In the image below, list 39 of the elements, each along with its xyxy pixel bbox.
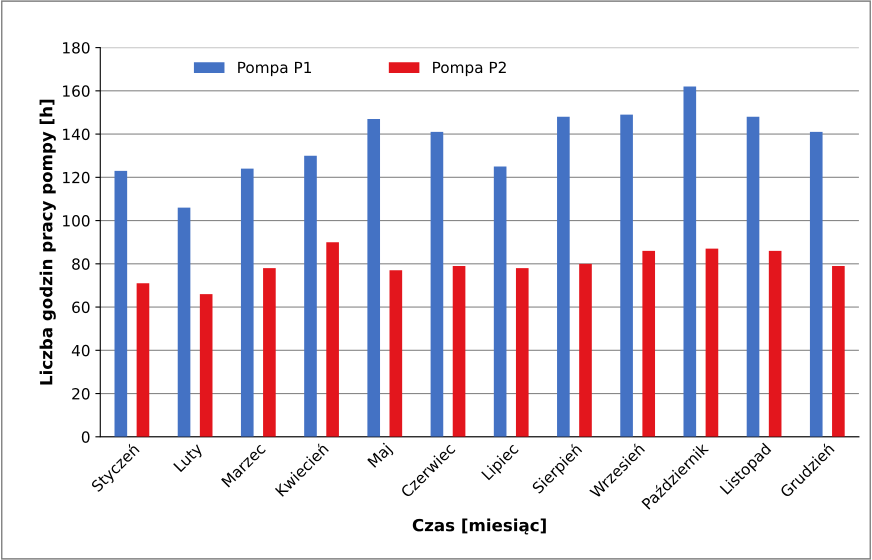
bar (557, 116, 570, 437)
bar (494, 166, 506, 437)
bar (768, 250, 782, 437)
bar (430, 132, 444, 437)
bar (136, 283, 150, 437)
bar (263, 268, 276, 437)
y-tick-label: 100 (63, 215, 90, 227)
bar (240, 168, 254, 437)
bar (642, 250, 656, 437)
bar (178, 208, 190, 437)
y-axis-title: Liczba godzin pracy pompy [h] (40, 100, 56, 385)
bar (390, 270, 402, 437)
y-tick-label: 180 (63, 42, 90, 54)
y-tick-label: 120 (63, 172, 90, 184)
bar (326, 242, 339, 437)
y-tick-label: 80 (72, 258, 90, 270)
bar (114, 170, 128, 437)
bar (706, 248, 718, 437)
x-axis-title: Czas [miesiąc] (412, 518, 546, 534)
bar (200, 294, 212, 437)
bar (452, 266, 466, 437)
y-tick-label: 0 (82, 431, 90, 443)
y-tick-label: 60 (72, 302, 90, 314)
bar (810, 132, 823, 437)
bar (683, 86, 696, 437)
bar (516, 268, 529, 437)
y-tick-label: 160 (63, 85, 90, 97)
y-tick-label: 140 (63, 128, 90, 140)
legend-label: Pompa P2 (433, 62, 506, 76)
x-tick-label: Maj (366, 442, 394, 470)
y-tick-label: 20 (72, 388, 90, 400)
bar (832, 266, 845, 437)
bar (746, 116, 760, 437)
bar (367, 118, 380, 437)
legend-label: Pompa P1 (238, 62, 312, 76)
bar (620, 114, 633, 437)
y-tick-label: 40 (72, 344, 90, 356)
bar (579, 264, 592, 437)
bar (304, 156, 317, 437)
